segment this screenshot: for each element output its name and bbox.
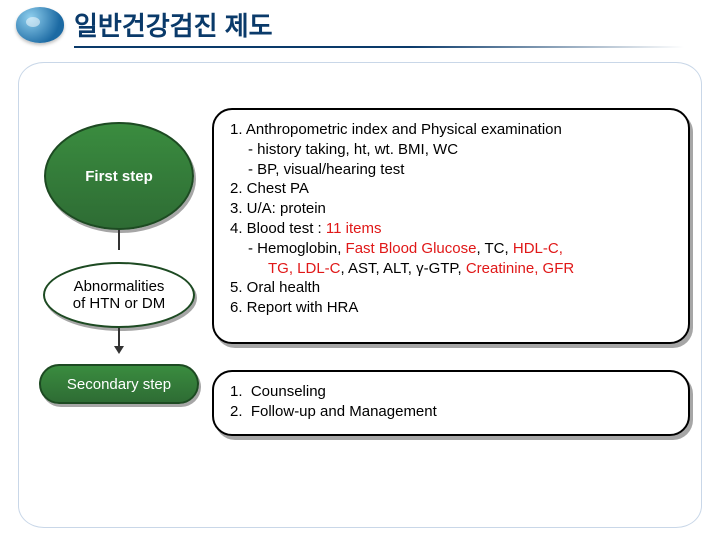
first-step-label: First step bbox=[85, 168, 153, 185]
page-title: 일반건강검진 제도 bbox=[74, 6, 273, 43]
b1-l4a-mid: , TC, bbox=[476, 240, 512, 257]
b2-l1: 1. Counseling bbox=[230, 382, 672, 402]
abnormalities-line2: of HTN or DM bbox=[73, 295, 166, 312]
b2-l2: 2. Follow-up and Management bbox=[230, 402, 672, 422]
left-column: First step Abnormalities of HTN or DM Se… bbox=[34, 122, 204, 404]
b1-l4a-red2: HDL-C, bbox=[513, 240, 563, 257]
b1-l1a: - history taking, ht, wt. BMI, WC bbox=[230, 140, 672, 160]
b1-l4b-mid: , AST, ALT, γ-GTP, bbox=[341, 260, 466, 277]
first-step-detail-box: 1. Anthropometric index and Physical exa… bbox=[212, 108, 690, 344]
b1-l5: 5. Oral health bbox=[230, 278, 672, 298]
b1-l1: 1. Anthropometric index and Physical exa… bbox=[230, 120, 672, 140]
connector-arrow-2 bbox=[114, 328, 124, 354]
b1-l6: 6. Report with HRA bbox=[230, 298, 672, 318]
abnormalities-line1: Abnormalities bbox=[74, 278, 165, 295]
b1-l2: 2. Chest PA bbox=[230, 179, 672, 199]
b1-l4b-red2: Creatinine, GFR bbox=[466, 260, 574, 277]
b1-l4a-red: Fast Blood Glucose bbox=[346, 240, 477, 257]
b1-l4-pre: 4. Blood test : bbox=[230, 220, 326, 237]
b1-l4b: TG, LDL-C, AST, ALT, γ-GTP, Creatinine, … bbox=[230, 259, 672, 279]
secondary-step-label: Secondary step bbox=[67, 376, 171, 393]
first-step-node: First step bbox=[44, 122, 194, 230]
b1-l4a: - Hemoglobin, Fast Blood Glucose, TC, HD… bbox=[230, 239, 672, 259]
b1-l3: 3. U/A: protein bbox=[230, 199, 672, 219]
b1-l4a-pre: - Hemoglobin, bbox=[248, 240, 346, 257]
secondary-step-detail-box: 1. Counseling 2. Follow-up and Managemen… bbox=[212, 370, 690, 436]
b1-l4-red: 11 items bbox=[326, 220, 382, 237]
connector-arrow-1 bbox=[118, 230, 120, 250]
right-column: 1. Anthropometric index and Physical exa… bbox=[212, 108, 690, 436]
abnormalities-node: Abnormalities of HTN or DM bbox=[43, 262, 195, 328]
logo-icon bbox=[16, 7, 64, 43]
b1-l4: 4. Blood test : 11 items bbox=[230, 219, 672, 239]
b1-l1b: - BP, visual/hearing test bbox=[230, 160, 672, 180]
title-underline bbox=[74, 46, 684, 48]
secondary-step-node: Secondary step bbox=[39, 364, 199, 404]
b1-l4b-red1: TG, LDL-C bbox=[268, 260, 341, 277]
